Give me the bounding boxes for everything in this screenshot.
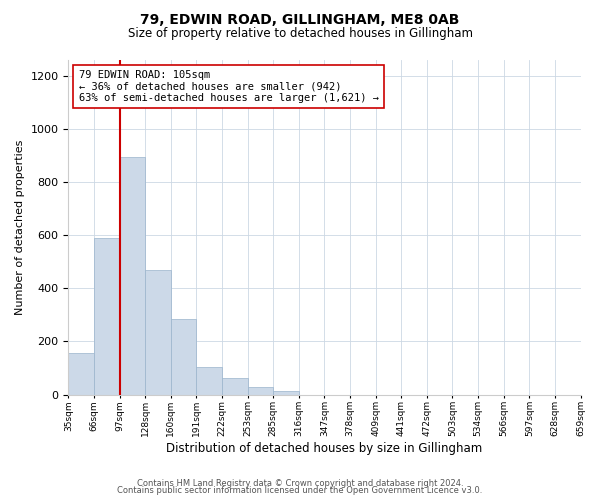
Text: Contains public sector information licensed under the Open Government Licence v3: Contains public sector information licen…	[118, 486, 482, 495]
Bar	[119, 157, 145, 394]
Bar	[171, 319, 196, 394]
Bar	[222, 378, 248, 394]
Bar	[68, 354, 94, 395]
Bar	[196, 366, 222, 394]
Text: Contains HM Land Registry data © Crown copyright and database right 2024.: Contains HM Land Registry data © Crown c…	[137, 478, 463, 488]
Text: 79 EDWIN ROAD: 105sqm
← 36% of detached houses are smaller (942)
63% of semi-det: 79 EDWIN ROAD: 105sqm ← 36% of detached …	[79, 70, 379, 103]
Text: 79, EDWIN ROAD, GILLINGHAM, ME8 0AB: 79, EDWIN ROAD, GILLINGHAM, ME8 0AB	[140, 12, 460, 26]
X-axis label: Distribution of detached houses by size in Gillingham: Distribution of detached houses by size …	[166, 442, 482, 455]
Text: Size of property relative to detached houses in Gillingham: Size of property relative to detached ho…	[128, 28, 473, 40]
Bar	[94, 238, 119, 394]
Bar	[145, 270, 171, 394]
Y-axis label: Number of detached properties: Number of detached properties	[15, 140, 25, 315]
Bar	[248, 387, 273, 394]
Bar	[273, 391, 299, 394]
